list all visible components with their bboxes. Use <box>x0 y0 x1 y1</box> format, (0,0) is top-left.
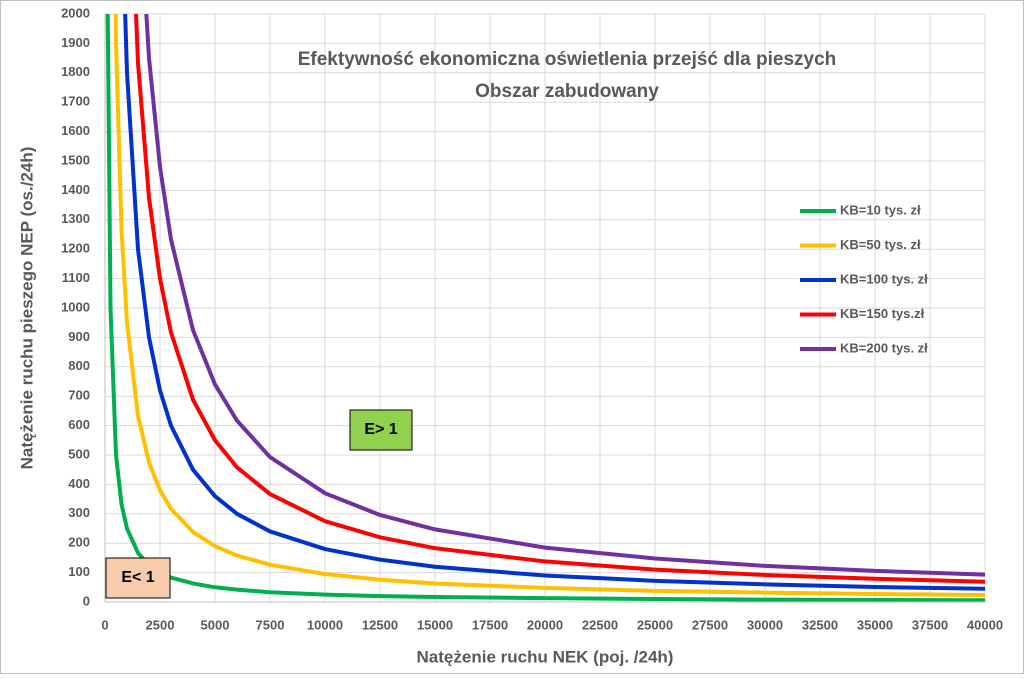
series-line <box>123 14 985 591</box>
x-tick-label: 27500 <box>692 617 728 632</box>
annotation-text: E< 1 <box>121 569 154 586</box>
legend-label: KB=150 tys.zł <box>840 306 925 321</box>
x-tick-label: 7500 <box>256 617 285 632</box>
series-line <box>133 14 985 584</box>
y-tick-label: 1700 <box>61 94 90 109</box>
y-tick-label: 1800 <box>61 64 90 79</box>
y-tick-label: 1600 <box>61 123 90 138</box>
y-tick-label: 200 <box>68 535 90 550</box>
y-tick-label: 1000 <box>61 299 90 314</box>
x-tick-label: 15000 <box>417 617 453 632</box>
x-tick-label: 22500 <box>582 617 618 632</box>
y-tick-label: 0 <box>83 593 90 608</box>
legend-label: KB=200 tys. zł <box>840 340 928 355</box>
series-line <box>113 14 985 597</box>
series-line <box>105 14 985 602</box>
chart-subtitle: Obszar zabudowany <box>475 81 659 102</box>
x-tick-label: 0 <box>101 617 108 632</box>
y-tick-label: 700 <box>68 388 90 403</box>
legend-label: KB=50 tys. zł <box>840 237 921 252</box>
legend-label: KB=100 tys. zł <box>840 271 928 286</box>
y-tick-label: 400 <box>68 476 90 491</box>
y-axis-label: Natężenie ruchu pieszego NEP (os./24h) <box>17 147 36 470</box>
annotation-text: E> 1 <box>364 421 397 438</box>
x-tick-label: 20000 <box>527 617 563 632</box>
x-axis-label: Natężenie ruchu NEK (poj. /24h) <box>417 647 674 666</box>
y-tick-label: 300 <box>68 505 90 520</box>
x-tick-label: 40000 <box>967 617 1003 632</box>
x-tick-label: 2500 <box>146 617 175 632</box>
y-tick-label: 600 <box>68 417 90 432</box>
y-tick-label: 1400 <box>61 182 90 197</box>
x-tick-label: 25000 <box>637 617 673 632</box>
chart-title: Efektywność ekonomiczna oświetlenia prze… <box>298 49 837 70</box>
y-tick-label: 1500 <box>61 152 90 167</box>
y-tick-label: 500 <box>68 446 90 461</box>
x-tick-label: 10000 <box>307 617 343 632</box>
x-tick-label: 37500 <box>912 617 948 632</box>
x-tick-label: 32500 <box>802 617 838 632</box>
x-tick-label: 30000 <box>747 617 783 632</box>
y-tick-label: 1300 <box>61 211 90 226</box>
x-tick-label: 17500 <box>472 617 508 632</box>
y-tick-label: 900 <box>68 329 90 344</box>
series-line <box>144 14 985 577</box>
annotation-box <box>349 409 413 451</box>
y-tick-label: 1200 <box>61 241 90 256</box>
y-tick-label: 1900 <box>61 35 90 50</box>
annotation-box <box>105 557 171 599</box>
x-tick-label: 5000 <box>201 617 230 632</box>
x-tick-label: 12500 <box>362 617 398 632</box>
y-tick-label: 1100 <box>62 270 90 285</box>
y-tick-label: 100 <box>68 564 90 579</box>
y-tick-label: 2000 <box>61 5 90 20</box>
y-tick-label: 800 <box>68 358 90 373</box>
legend-label: KB=10 tys. zł <box>840 202 921 217</box>
x-tick-label: 35000 <box>857 617 893 632</box>
